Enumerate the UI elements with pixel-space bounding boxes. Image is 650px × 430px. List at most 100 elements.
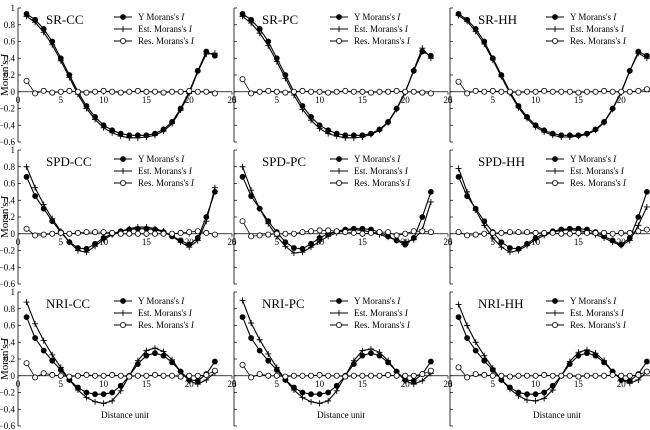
x-tick-label: 0 [16, 237, 21, 247]
legend-marker [335, 321, 342, 328]
legend-marker [120, 38, 127, 45]
res-series-point [57, 372, 64, 379]
panel-title: SPD-PC [262, 154, 306, 169]
est-series-point [23, 13, 30, 20]
res-series-point [117, 89, 124, 96]
res-series-point [143, 88, 150, 95]
est-series-point [143, 224, 150, 231]
legend-label: Est. Morans's I [138, 24, 193, 34]
panel-title: NRI-HH [478, 296, 524, 311]
res-series-point [601, 87, 608, 94]
x-tick-label: 0 [232, 95, 237, 105]
y-tick-label: −0.6 [0, 279, 15, 289]
res-series-point [151, 230, 158, 237]
res-series-point [515, 372, 522, 379]
res-series-point [49, 230, 56, 237]
res-series-point [506, 229, 513, 236]
y-tick-label: −0.6 [0, 421, 15, 430]
est-series-point [92, 116, 99, 123]
est-series-point [177, 368, 184, 375]
res-series-point [109, 229, 116, 236]
legend-label: Y Morans's I [354, 12, 401, 22]
res-series-point [160, 372, 167, 379]
res-series-point [100, 229, 107, 236]
est-series-point [83, 249, 90, 256]
res-series-point [618, 372, 625, 379]
res-series-point [626, 88, 633, 95]
res-series-point [481, 230, 488, 237]
y-series-point [524, 391, 530, 398]
y-series-point [40, 347, 47, 354]
res-series-point [248, 90, 255, 97]
res-series-point [40, 370, 47, 377]
x-tick-label: 10 [531, 379, 541, 389]
res-series-point [427, 90, 434, 97]
est-series-point [211, 184, 218, 191]
res-series-point [57, 229, 64, 236]
est-series-point [325, 130, 332, 137]
y-axis-label: Moran's I [0, 337, 11, 380]
est-series-point [57, 57, 64, 64]
x-tick-label: 0 [16, 95, 21, 105]
y-tick-label: 1 [11, 287, 16, 297]
est-series-point [532, 397, 539, 404]
y-series-point [464, 335, 471, 341]
res-series-point [583, 229, 590, 236]
res-series-point [239, 361, 246, 368]
est-series-point [299, 106, 306, 113]
est-series-point [367, 345, 374, 352]
res-series-point [290, 372, 297, 379]
res-series-point [566, 372, 573, 379]
res-series-point [541, 371, 548, 378]
est-series-point [393, 106, 400, 113]
y-tick-label: 0 [11, 371, 16, 381]
y-series-point [143, 352, 150, 359]
legend-marker [552, 179, 559, 186]
est-series-point [239, 13, 246, 20]
legend-label: Res. Morans's I [138, 36, 195, 46]
res-series-point [472, 371, 479, 378]
est-series-point [57, 364, 64, 371]
legend-marker [552, 321, 559, 328]
res-series-point [23, 360, 30, 367]
y-series-point [152, 350, 158, 357]
res-series-point [609, 230, 616, 237]
est-series-line [26, 15, 215, 139]
est-series-point [83, 394, 90, 401]
est-series-point [626, 380, 633, 387]
res-series-point [385, 88, 392, 95]
est-series-point [524, 242, 531, 249]
res-series-point [49, 89, 56, 96]
res-series-point [601, 372, 608, 379]
est-series-point [49, 215, 56, 222]
res-series-point [256, 232, 263, 239]
est-series-point [342, 134, 349, 141]
x-tick-label: 25 [444, 95, 454, 105]
y-series-point [256, 347, 263, 354]
legend-marker [336, 310, 342, 316]
est-series-point [117, 387, 124, 394]
x-tick-label: 5 [491, 95, 496, 105]
x-tick-label: 15 [358, 237, 368, 247]
res-series-point [532, 88, 539, 95]
res-series-point [32, 374, 39, 381]
y-tick-label: 0.4 [4, 337, 16, 347]
est-series-point [643, 203, 650, 210]
res-series-point [66, 87, 73, 94]
est-series-point [248, 20, 255, 27]
x-tick-label: 15 [574, 95, 584, 105]
res-series-point [92, 372, 99, 379]
res-series-point [186, 229, 193, 236]
est-series-point [643, 55, 650, 62]
res-series-point [489, 229, 496, 236]
panel-sr-pc: 0 5 10 15 20 25 SR-PC Y Morans's I Est. Morans's… [232, 7, 454, 143]
res-series-point [169, 372, 176, 379]
est-series-point [299, 249, 306, 256]
res-series-point [498, 372, 505, 379]
y-series-point [541, 389, 548, 396]
res-series-point [419, 371, 426, 378]
res-series-point [558, 88, 565, 95]
legend-marker [120, 298, 126, 304]
y-series-point [635, 214, 642, 220]
